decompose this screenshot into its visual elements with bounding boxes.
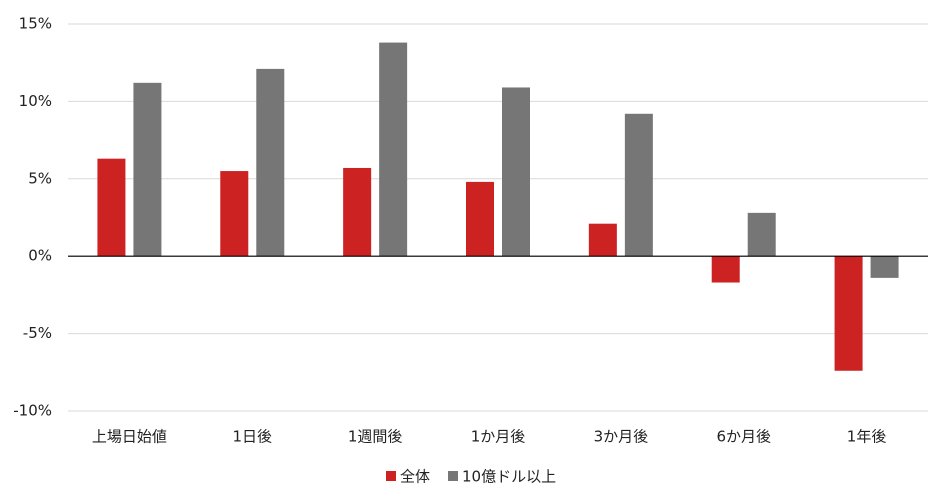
legend-swatch [448, 471, 459, 481]
bar [220, 171, 249, 257]
y-tick-label: 10% [19, 92, 52, 110]
y-tick-label: -5% [23, 324, 52, 342]
bar [343, 167, 372, 257]
bar [379, 42, 408, 257]
bar [870, 256, 899, 278]
bar [502, 87, 530, 257]
x-tick-label: 1か月後 [471, 428, 526, 446]
y-tick-label: 15% [19, 15, 52, 33]
bar [466, 181, 494, 257]
x-tick-label: 3か月後 [594, 428, 649, 446]
bar [747, 212, 776, 257]
bar [834, 256, 863, 371]
bar [624, 113, 653, 257]
x-tick-label: 1日後 [233, 428, 273, 446]
bar [588, 223, 617, 257]
legend-label: 10億ドル以上 [462, 468, 556, 486]
x-tick-label: 1週間後 [348, 428, 403, 446]
bar [97, 158, 126, 257]
y-tick-label: -10% [13, 402, 52, 420]
bar [256, 68, 285, 257]
y-tick-label: 5% [28, 169, 52, 187]
y-tick-label: 0% [28, 247, 52, 265]
bar [711, 256, 740, 283]
x-tick-label: 6か月後 [716, 428, 771, 446]
x-tick-label: 1年後 [847, 428, 887, 446]
legend-label: 全体 [400, 468, 430, 486]
legend-swatch [386, 471, 396, 481]
x-tick-label: 上場日始値 [92, 428, 167, 446]
bar [133, 82, 162, 257]
